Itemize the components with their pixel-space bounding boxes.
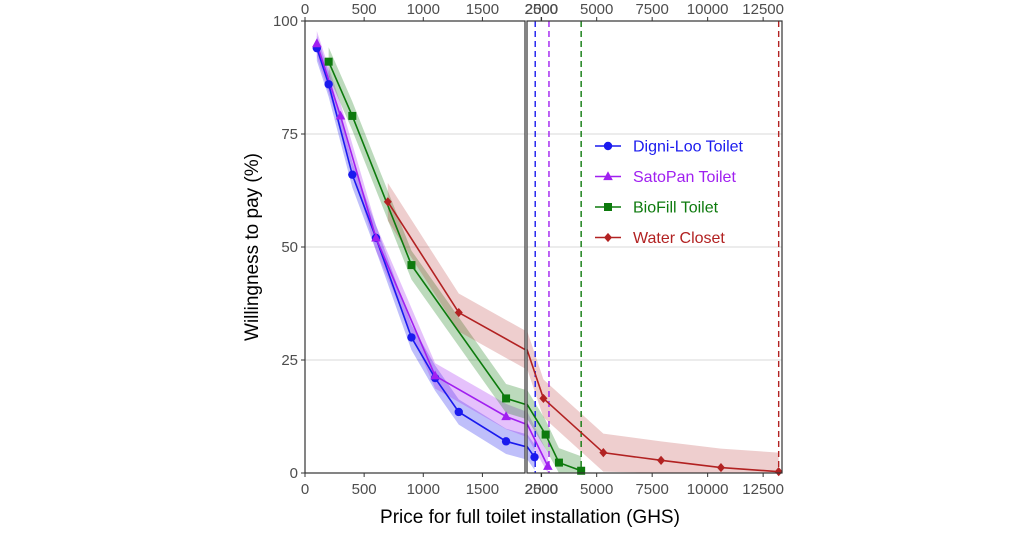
water-closet-point — [657, 455, 666, 465]
biofill-toilet-point — [577, 466, 586, 475]
water-closet-band — [527, 330, 779, 473]
x-tick-label-top: 0 — [301, 1, 309, 18]
x-tick-label-bottom: 12500 — [742, 481, 784, 498]
x-tick-label-top: 7500 — [635, 1, 668, 18]
legend-label-water-closet: Water Closet — [633, 230, 725, 247]
x-tick-label-top: 10000 — [687, 1, 729, 18]
digni-loo-toilet-point — [407, 333, 416, 342]
x-tick-label-bottom: 0 — [301, 481, 309, 498]
x-tick-label-top: 1500 — [466, 1, 499, 18]
x-tick-label-bottom: 5000 — [580, 481, 613, 498]
x-tick-label-bottom: 7500 — [635, 481, 668, 498]
x-tick-label-top: 5000 — [580, 1, 613, 18]
satopan-toilet-point — [335, 110, 346, 120]
digni-loo-toilet-point — [454, 407, 463, 417]
digni-loo-toilet-point — [501, 437, 511, 446]
legend: Digni-Loo Toilet SatoPan Toilet BioFill To… — [595, 139, 744, 247]
y-tick-label: 25 — [281, 352, 298, 369]
x-tick-label-bottom: 2500 — [525, 481, 558, 498]
biofill-toilet-point — [348, 111, 357, 120]
water-closet-point — [539, 393, 548, 404]
legend-label-satopan-toilet: SatoPan Toilet — [633, 169, 736, 186]
biofill-toilet-point — [502, 394, 511, 403]
water-closet-point — [774, 467, 783, 477]
x-tick-label-bottom: 1500 — [466, 481, 499, 498]
biofill-toilet-point — [324, 57, 333, 66]
satopan-toilet-point — [430, 370, 440, 380]
series-markers — [312, 38, 783, 477]
y-tick-label: 100 — [273, 13, 298, 30]
legend-marker-water-closet — [604, 232, 612, 243]
water-closet-point — [716, 462, 725, 473]
legend-label-digni-loo-toilet: Digni-Loo Toilet — [633, 139, 744, 156]
satopan-toilet-band — [316, 30, 525, 437]
water-closet-line — [526, 349, 779, 473]
y-tick-label: 0 — [290, 465, 298, 482]
satopan-toilet-point — [501, 411, 511, 421]
x-tick-label-top: 500 — [352, 1, 377, 18]
legend-marker-biofill-toilet — [604, 203, 612, 211]
x-tick-label-bottom: 1000 — [407, 481, 440, 498]
x-tick-label-top: 12500 — [742, 1, 784, 18]
x-tick-label-bottom: 2000 — [525, 481, 558, 498]
legend-label-biofill-toilet: BioFill Toilet — [633, 200, 719, 217]
biofill-toilet-point — [407, 261, 416, 270]
water-closet-band — [387, 182, 525, 369]
satopan-toilet-point — [312, 38, 322, 48]
digni-loo-toilet-point — [324, 80, 333, 89]
x-axis-title: Price for full toilet installation (GHS) — [380, 507, 680, 528]
panel-frame — [526, 20, 783, 474]
legend-marker-satopan-toilet — [603, 171, 613, 181]
y-tick-label: 50 — [281, 239, 298, 256]
biofill-toilet-point — [554, 458, 563, 467]
digni-loo-toilet-point — [530, 452, 539, 462]
y-axis-title: Willingness to pay (%) — [242, 153, 263, 341]
x-tick-label-top: 1000 — [407, 1, 440, 18]
water-closet-point — [454, 307, 463, 318]
satopan-toilet-point — [371, 232, 381, 242]
x-tick-label-bottom: 10000 — [687, 481, 729, 498]
satopan-toilet-line — [526, 423, 549, 467]
water-closet-point — [383, 197, 392, 207]
x-tick-label-top: 2500 — [525, 1, 558, 18]
water-closet-point — [599, 448, 608, 458]
satopan-toilet-point — [543, 461, 553, 470]
digni-loo-toilet-point — [348, 170, 357, 179]
x-tick-label-top: 2000 — [525, 1, 558, 18]
legend-marker-digni-loo-toilet — [603, 141, 613, 151]
biofill-toilet-band — [527, 389, 582, 473]
biofill-toilet-point — [541, 430, 550, 439]
confidence-bands — [316, 30, 779, 473]
cutoff-lines — [534, 21, 780, 473]
biofill-toilet-line — [526, 403, 582, 472]
x-tick-label-bottom: 500 — [352, 481, 377, 498]
y-tick-label: 75 — [281, 126, 298, 143]
satopan-toilet-band — [527, 411, 548, 473]
